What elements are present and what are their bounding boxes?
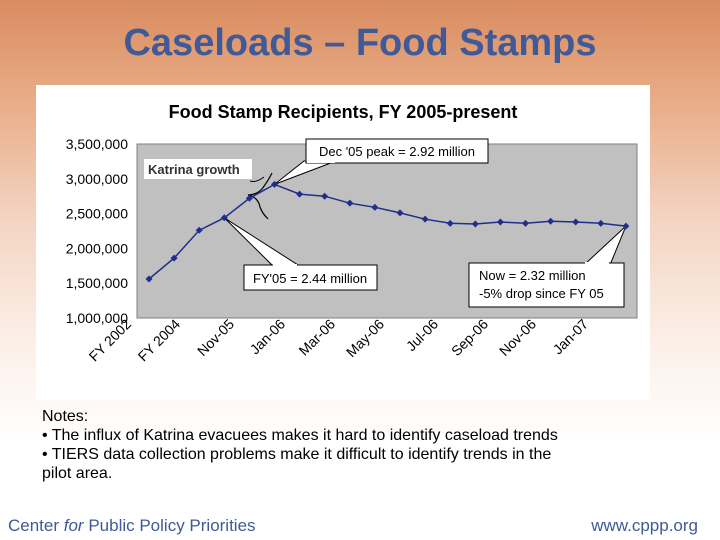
y-tick-label: 3,500,000 <box>66 136 128 152</box>
data-point <box>522 219 529 227</box>
x-tick-label: Jan-06 <box>247 316 289 358</box>
note-line: • The influx of Katrina evacuees makes i… <box>42 427 558 444</box>
data-point <box>220 214 228 222</box>
y-tick-label: 1,000,000 <box>66 310 128 326</box>
data-point <box>321 192 329 200</box>
y-tick-label: 2,500,000 <box>66 206 128 222</box>
peak-callout-text: Dec '05 peak = 2.92 million <box>319 144 475 159</box>
katrina-brace-tip <box>249 176 265 182</box>
data-point <box>195 226 203 234</box>
footer-website: www.cppp.org <box>591 516 698 535</box>
slide-title: Caseloads – Food Stamps <box>123 22 597 64</box>
katrina-label-box <box>144 159 252 179</box>
data-point <box>622 222 630 230</box>
footer-org-part: Center <box>8 516 64 535</box>
x-tick-label: May-06 <box>343 316 387 360</box>
y-tick-label: 3,000,000 <box>66 171 128 187</box>
data-point <box>446 219 454 227</box>
now-callout-text: Now = 2.32 million <box>479 268 586 283</box>
data-point <box>346 199 354 207</box>
x-tick-label: Nov-06 <box>496 316 539 359</box>
fy05-callout-text: FY'05 = 2.44 million <box>253 271 367 286</box>
line-chart: Food Stamp Recipients, FY 2005-present 1,… <box>66 102 638 365</box>
data-point <box>572 218 580 226</box>
katrina-label-text: Katrina growth <box>148 162 240 177</box>
x-tick-label: FY 2004 <box>135 316 184 365</box>
data-point <box>145 275 153 283</box>
data-point <box>471 220 479 228</box>
data-point <box>547 217 555 225</box>
now-callout-subtext: -5% drop since FY 05 <box>479 286 604 301</box>
data-point <box>421 215 429 223</box>
fy05-callout-box <box>243 264 378 291</box>
data-point <box>245 194 253 202</box>
katrina-brace <box>247 172 273 220</box>
now-callout-box <box>468 262 625 308</box>
series-line <box>148 183 626 280</box>
data-point <box>271 180 278 188</box>
data-point <box>296 190 304 198</box>
data-point <box>396 209 404 217</box>
notes-section: Notes: • The influx of Katrina evacuees … <box>42 407 662 483</box>
footer-organization: Center for Public Policy Priorities <box>8 516 256 536</box>
x-tick-label: Sep-06 <box>448 316 491 359</box>
chart-title: Food Stamp Recipients, FY 2005-present <box>169 102 518 122</box>
y-tick-label: 1,500,000 <box>66 275 128 291</box>
chart-container: Food Stamp Recipients, FY 2005-present 1,… <box>36 85 650 400</box>
x-tick-label: Mar-06 <box>295 316 338 359</box>
note-line: • TIERS data collection problems make it… <box>42 446 552 463</box>
notes-heading: Notes: <box>42 408 89 425</box>
data-point <box>371 203 379 211</box>
data-point <box>597 219 605 227</box>
footer-org-italic: for <box>63 516 84 535</box>
data-point <box>496 218 504 226</box>
note-line: pilot area. <box>42 465 113 482</box>
x-tick-label: Jan-07 <box>550 316 592 358</box>
x-tick-label: Jul-06 <box>403 316 441 354</box>
peak-callout-box <box>305 138 489 164</box>
footer-org-part: Public Policy Priorities <box>83 516 256 535</box>
x-tick-label: Nov-05 <box>194 316 237 359</box>
y-tick-label: 2,000,000 <box>66 240 128 256</box>
